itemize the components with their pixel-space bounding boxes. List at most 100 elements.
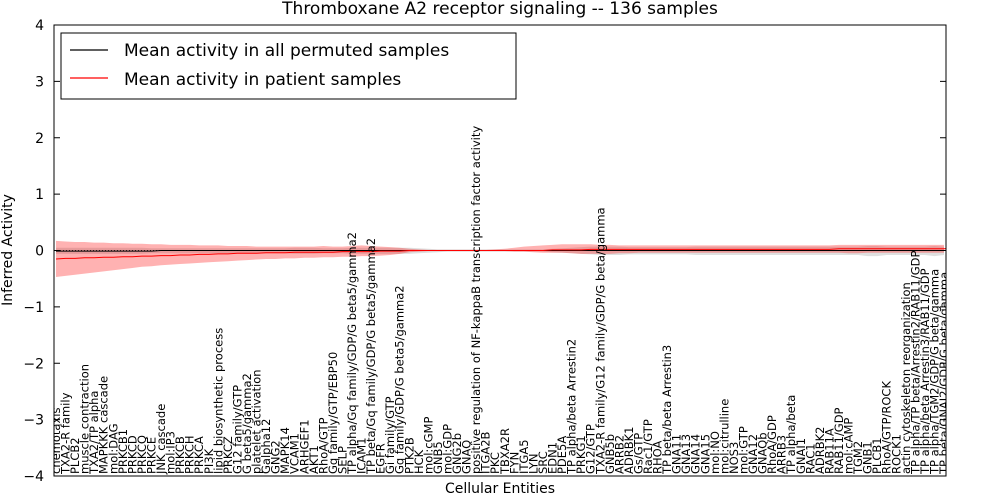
entity-label: GNAI1 (794, 438, 808, 474)
entity-label: GNA14 (689, 434, 703, 474)
y-tick-label: 2 (35, 131, 44, 147)
entity-label: PLCB1 (870, 437, 884, 474)
entity-label: PLCB2 (68, 437, 82, 474)
entity-label: RAB11/GDP (832, 407, 846, 474)
permuted-band (56, 246, 944, 257)
entity-label: Galpha12 (259, 419, 273, 474)
entity-label: RhoA/GDP (765, 415, 779, 474)
patient-band (56, 240, 944, 277)
y-tick-label: −3 (23, 413, 44, 429)
entity-label: GNB5 (431, 441, 445, 474)
entity-label: GNB1 (861, 441, 875, 474)
entity-label: TGM2 (851, 441, 865, 475)
entity-label: ARRB3 (775, 435, 789, 474)
entity-label: TXA2-R family (59, 392, 73, 475)
entity-label: positive regulation of NF-kappaB transcr… (469, 126, 483, 474)
entity-label: NOS3 (727, 442, 741, 474)
entity-label: ROCK1 (889, 434, 903, 474)
entity-label: mol:cAMP (842, 418, 856, 474)
y-tick-label: 0 (35, 244, 44, 260)
legend: Mean activity in all permuted samples Me… (60, 32, 517, 100)
entity-label: TP alpha/TP beta/Arrestin2/RAB11/GDP (908, 251, 922, 475)
entity-label: PDE5A (555, 436, 569, 474)
entity-label: mol:GTP (737, 426, 751, 474)
entity-label: JNK cascade (154, 404, 168, 475)
x-axis-label: Cellular Entities (445, 481, 555, 497)
entity-label: RhoA/GTP (316, 417, 330, 474)
entity-label: TXA2/TP alpha (87, 391, 101, 475)
entity-label: Gi family/GTP (383, 396, 397, 474)
entity-label: GNA15 (698, 434, 712, 474)
entity-label: mol:GDP (441, 424, 455, 474)
plot-area (54, 240, 946, 277)
entity-label: GNA13 (679, 434, 693, 474)
y-tick-label: 4 (35, 18, 44, 34)
y-axis: 4 3 2 1 0 −1 −2 −3 −4 (23, 18, 946, 485)
entity-label: GNA11 (670, 434, 684, 474)
patient-mean-line (55, 248, 946, 260)
entity-label: PRKCA (192, 436, 206, 474)
entity-label: RAC1 (803, 443, 817, 474)
entity-label: RAB11A (822, 428, 836, 474)
entity-label: Rac1/GTP (641, 419, 655, 474)
entity-label: SRC (536, 451, 550, 474)
entity-label: PRKCQ (135, 435, 149, 474)
y-tick-label: −1 (23, 300, 44, 316)
entity-label: GNB5b (603, 434, 617, 474)
entity-label: ADRBK2 (813, 427, 827, 474)
entity-label: PRKG1 (574, 435, 588, 474)
entity-label: PKC (488, 452, 502, 474)
entity-label: FYN (507, 452, 521, 474)
entity-label: actin cytoskeleton reorganization (899, 282, 913, 474)
entity-label: ARRB2 (612, 435, 626, 474)
entity-label: G beta5/gamma2 (240, 373, 254, 474)
entity-label: SELP (336, 446, 350, 474)
entity-label: TP beta/beta Arrestin3 (660, 345, 674, 475)
entity-label: G12/GTP (584, 424, 598, 474)
entity-label: MAPKKK cascade (97, 376, 111, 474)
entity-label: EDN1 (546, 442, 560, 474)
entity-label: TBXA2R (498, 428, 512, 475)
entity-label: Gq family/GTP/EBP50 (326, 352, 340, 474)
entity-label: GNAQ (460, 440, 474, 474)
entity-label: TP alpha/beta (784, 395, 798, 475)
entity-label: RHOA (651, 441, 665, 474)
entity-label: GNG2b (450, 433, 464, 474)
entity-label: PRKCZ (221, 436, 235, 474)
entity-label: PRKCE (145, 437, 159, 474)
entity-label: chemotaxis (49, 408, 63, 474)
entity-label: ICAM1 (355, 437, 369, 474)
entity-label: TP beta/GNAI2/GDP/G beta/gamma (937, 272, 951, 475)
legend-box (60, 32, 517, 100)
entity-label: muscle contraction (78, 364, 92, 474)
y-tick-label: −4 (23, 469, 44, 485)
entity-label: mol:cGMP (421, 417, 435, 474)
legend-label-patient: Mean activity in patient samples (124, 70, 401, 90)
entity-label: EGFR (374, 443, 388, 474)
entity-label: lipid biosynthetic process (211, 328, 225, 474)
y-tick-label: 3 (35, 74, 44, 90)
entity-label: GNG2 (269, 440, 283, 474)
entity-label: PRKCD (125, 435, 139, 474)
entity-label: mol:IP3 (164, 431, 178, 474)
entity-label: TP alpha/TGM2/GDP/G beta/gamma (928, 269, 942, 475)
entity-label: Gq family/GDP/G beta5/gamma2 (393, 285, 407, 474)
entity-label: TXA2-R family/G12 family/GDP/G beta/gamm… (593, 207, 607, 475)
entity-label: mol:NO (708, 431, 722, 474)
entity-label: PRKCH (183, 435, 197, 474)
entity-label: GNAQb (756, 432, 770, 474)
plot-frame (53, 24, 947, 477)
entity-label: TP alpha/beta Arrestin3/RAB11/GDP (918, 268, 932, 475)
entity-label: AKT1 (307, 445, 321, 474)
entity-label: MAPK14 (278, 427, 292, 474)
entity-label: LYN (526, 453, 540, 474)
entity-label: ITGA2B (479, 431, 493, 474)
entity-label: TP alpha/beta Arrestin2 (565, 339, 579, 475)
legend-label-permuted: Mean activity in all permuted samples (124, 41, 449, 61)
entity-label: mol:citrulline (717, 399, 731, 474)
entity-label: VCAM1 (288, 433, 302, 474)
entity-label: PRKCB (173, 436, 187, 474)
entity-label: ADRBK1 (622, 427, 636, 474)
entity-label: GNA12 (746, 434, 760, 474)
